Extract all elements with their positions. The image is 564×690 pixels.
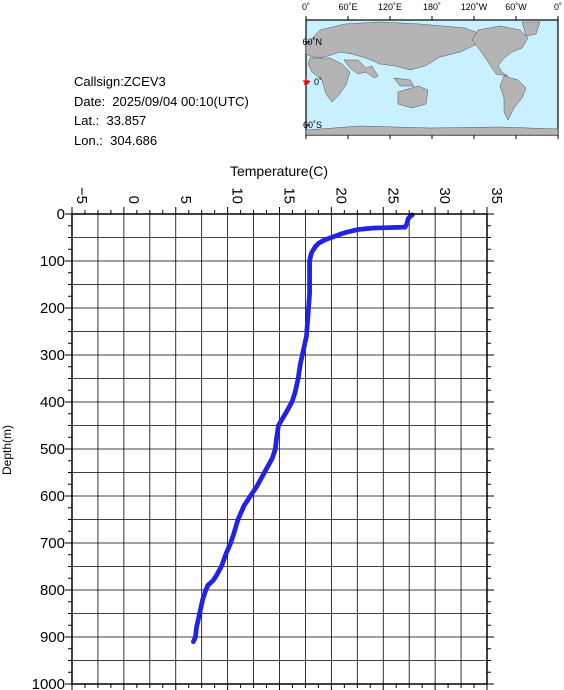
map-lat-labels: 60˚N 0˚ 60˚S [302, 37, 322, 130]
grid [72, 214, 487, 684]
map-lon-label: 120˚E [378, 2, 402, 12]
y-tick-label: 300 [40, 347, 65, 364]
temperature-profile-chart: −5 0 5 10 15 20 25 30 35 0 100 200 300 400 500 600 700 8… [0, 163, 505, 690]
x-tick-label: 15 [281, 187, 298, 204]
x-axis-title: Temperature(C) [230, 163, 328, 179]
y-axis-title: Depth(m) [0, 425, 14, 475]
x-tick-label: 30 [436, 187, 453, 204]
x-tick-label: 0 [125, 196, 142, 204]
map-lon-label: 60˚E [338, 2, 357, 12]
x-tick-label: 35 [488, 187, 505, 204]
y-tick-label: 700 [40, 535, 65, 552]
map-lon-label: 120˚W [461, 2, 488, 12]
y-tick-label: 200 [40, 300, 65, 317]
map-lon-label: 180˚ [423, 2, 441, 12]
y-tick-label: 400 [40, 394, 65, 411]
map-ticks [305, 16, 559, 139]
plot-frame [71, 213, 488, 685]
x-tick-label: 10 [229, 187, 246, 204]
x-tick-label: −5 [73, 187, 90, 204]
x-tick-label: 20 [332, 187, 349, 204]
profile-series [190, 212, 415, 645]
y-tick-label: 100 [40, 253, 65, 270]
y-tick-label: 500 [40, 441, 65, 458]
map-lon-label: 0˚ [554, 2, 562, 12]
y-tick-label: 900 [40, 629, 65, 646]
y-tick-labels: 0 100 200 300 400 500 600 700 800 900 1000 [32, 206, 65, 690]
map-lon-label: 0˚ [302, 2, 310, 12]
map-lon-label: 60˚W [505, 2, 527, 12]
x-tick-label: 25 [384, 187, 401, 204]
star-icon [302, 77, 311, 86]
data-point [190, 639, 196, 645]
map-lat-label: 60˚N [302, 37, 322, 47]
date-label: Date: 2025/09/04 00:10(UTC) [74, 93, 249, 109]
map-lat-label: 0˚ [314, 77, 322, 87]
y-tick-label: 0 [57, 206, 65, 223]
y-tick-label: 800 [40, 582, 65, 599]
y-tick-label: 1000 [32, 676, 65, 690]
x-tick-label: 5 [177, 196, 194, 204]
map-lat-label: 60˚S [303, 120, 322, 130]
callsign-label: Callsign:ZCEV3 [74, 74, 166, 89]
location-map: 0˚ 60˚E 120˚E 180˚ 120˚W 60˚W 0˚ 60˚N 0˚ 60˚S [302, 2, 562, 139]
station-info: Callsign:ZCEV3 Date: 2025/09/04 00:10(UT… [74, 72, 249, 150]
y-tick-label: 600 [40, 488, 65, 505]
latitude-label: Lat.: 33.857 [74, 113, 147, 128]
map-lon-labels: 0˚ 60˚E 120˚E 180˚ 120˚W 60˚W 0˚ [302, 2, 562, 12]
map-land [305, 21, 559, 136]
x-tick-labels: −5 0 5 10 15 20 25 30 35 [73, 187, 505, 204]
longitude-label: Lon.: 304.686 [74, 132, 158, 148]
